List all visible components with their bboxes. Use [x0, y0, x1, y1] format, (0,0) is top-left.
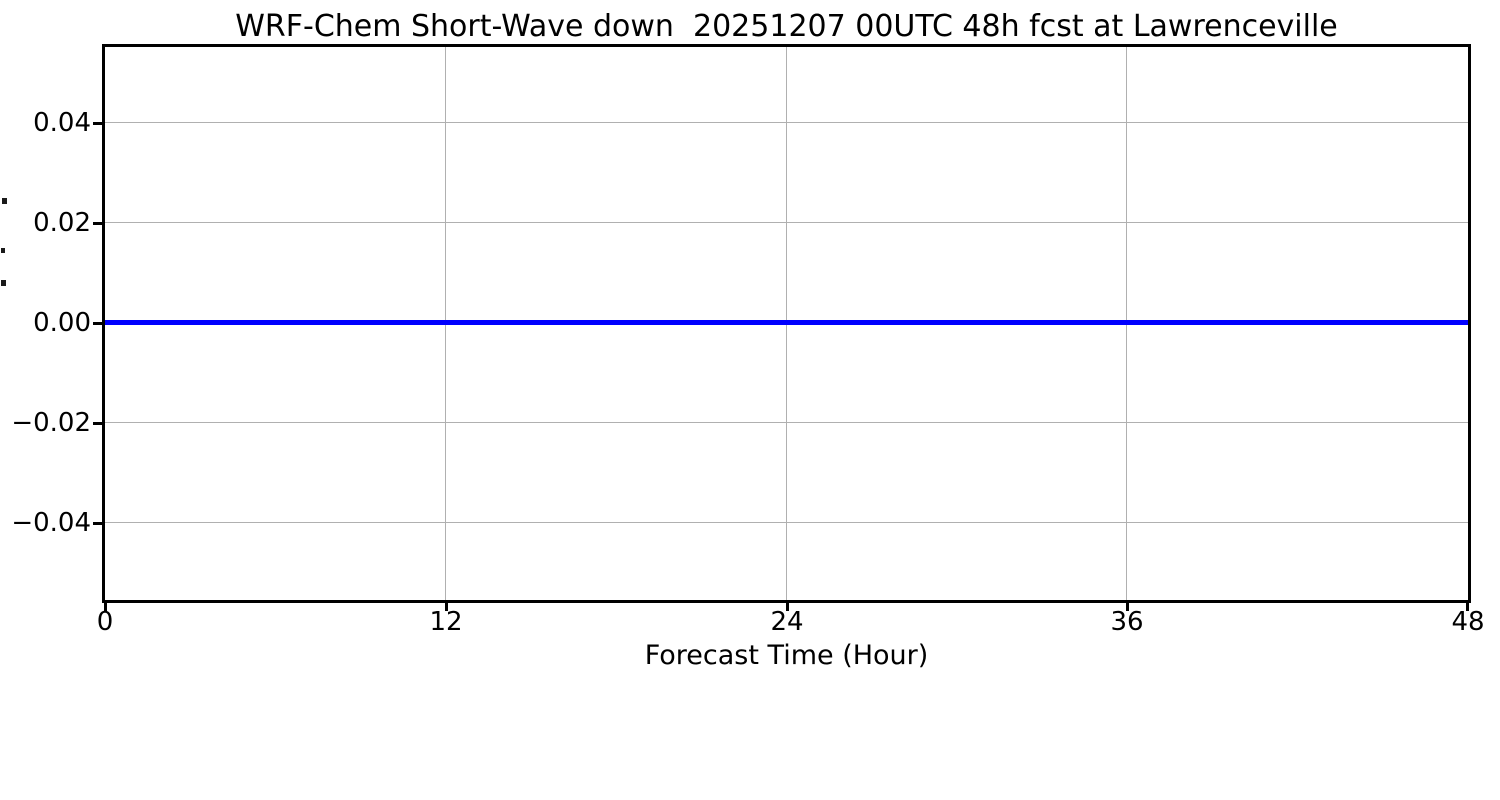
x-tick-mark-36 [1126, 602, 1129, 611]
y-tick-mark-0.04 [93, 122, 102, 125]
x-tick-mark-24 [786, 602, 789, 611]
x-tick-label-36: 36 [1110, 607, 1144, 637]
y-tick-label-0.02: 0.02 [33, 208, 91, 238]
x-tick-label-12: 12 [429, 607, 463, 637]
y-tick-label--0.02: −0.02 [11, 408, 91, 438]
y-tick-mark-0.00 [93, 322, 102, 325]
y-tick-label-0.00: 0.00 [33, 308, 91, 338]
plot-area [102, 44, 1471, 603]
x-tick-label-48: 48 [1451, 607, 1485, 637]
y-tick-label-0.04: 0.04 [33, 108, 91, 138]
x-tick-mark-12 [445, 602, 448, 611]
x-tick-mark-0 [104, 602, 107, 611]
series-shortwave-down-line [105, 320, 1468, 325]
y-tick-mark--0.02 [93, 422, 102, 425]
chart-title: WRF-Chem Short-Wave down 20251207 00UTC … [235, 9, 1338, 44]
x-axis-label: Forecast Time (Hour) [644, 640, 929, 671]
y-tick-label--0.04: −0.04 [11, 508, 91, 538]
y-axis-label-fragment [2, 198, 7, 204]
y-tick-mark-0.02 [93, 222, 102, 225]
y-tick-mark--0.04 [93, 522, 102, 525]
y-axis-label-fragment [1, 280, 6, 286]
x-tick-label-0: 0 [96, 607, 114, 637]
x-tick-label-24: 24 [770, 607, 804, 637]
x-tick-mark-48 [1466, 602, 1469, 611]
y-axis-label-fragment [1, 248, 5, 253]
